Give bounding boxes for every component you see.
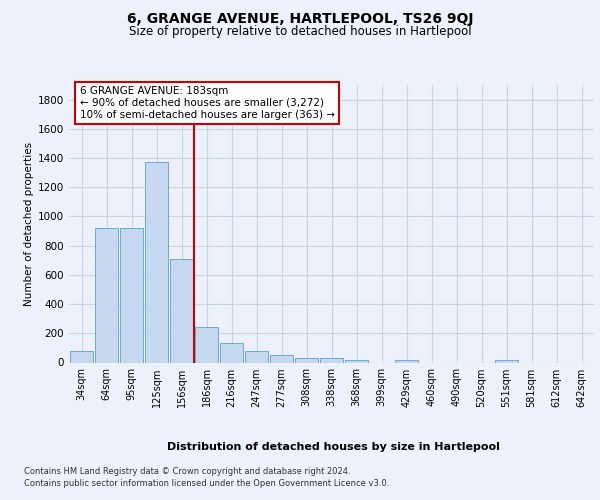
Bar	[320, 358, 343, 362]
Bar	[245, 351, 268, 362]
Bar	[295, 358, 318, 362]
Bar	[395, 360, 418, 362]
Bar	[120, 228, 143, 362]
Text: Contains HM Land Registry data © Crown copyright and database right 2024.: Contains HM Land Registry data © Crown c…	[24, 468, 350, 476]
Bar	[220, 343, 243, 362]
Bar	[195, 326, 218, 362]
Bar	[345, 360, 368, 362]
Text: 6, GRANGE AVENUE, HARTLEPOOL, TS26 9QJ: 6, GRANGE AVENUE, HARTLEPOOL, TS26 9QJ	[127, 12, 473, 26]
Text: Size of property relative to detached houses in Hartlepool: Size of property relative to detached ho…	[128, 25, 472, 38]
Text: Distribution of detached houses by size in Hartlepool: Distribution of detached houses by size …	[167, 442, 499, 452]
Bar	[95, 228, 118, 362]
Bar	[70, 351, 93, 362]
Bar	[495, 360, 518, 362]
Text: Contains public sector information licensed under the Open Government Licence v3: Contains public sector information licen…	[24, 479, 389, 488]
Y-axis label: Number of detached properties: Number of detached properties	[24, 142, 34, 306]
Text: 6 GRANGE AVENUE: 183sqm
← 90% of detached houses are smaller (3,272)
10% of semi: 6 GRANGE AVENUE: 183sqm ← 90% of detache…	[79, 86, 335, 120]
Bar	[170, 259, 193, 362]
Bar	[270, 355, 293, 362]
Bar	[145, 162, 168, 362]
